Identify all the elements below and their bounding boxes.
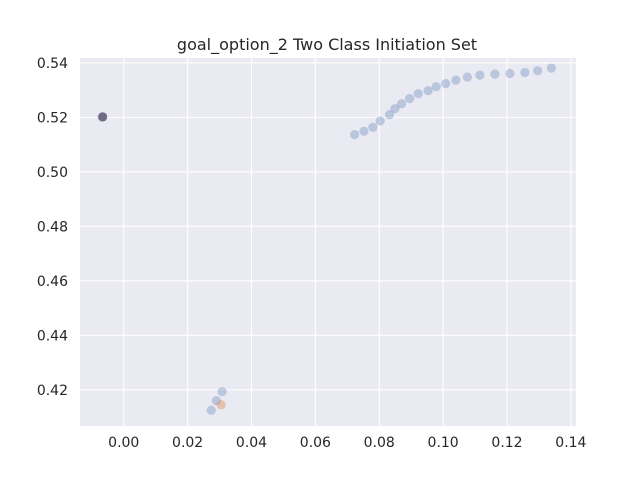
data-point: [397, 99, 407, 109]
data-point: [431, 82, 441, 92]
y-tick-label: 0.48: [37, 219, 68, 235]
data-point: [211, 396, 221, 406]
y-tick-label: 0.54: [37, 56, 68, 72]
data-point: [216, 400, 226, 410]
data-point: [490, 69, 500, 79]
y-tick-label: 0.46: [37, 274, 68, 290]
y-tick-label: 0.50: [37, 165, 68, 181]
data-point: [368, 122, 378, 132]
data-point: [505, 68, 515, 79]
data-point: [405, 93, 415, 104]
y-tick-label: 0.42: [37, 383, 68, 399]
x-tick-label: 0.10: [428, 435, 459, 451]
data-point: [217, 387, 227, 397]
x-tick-label: 0.06: [300, 435, 331, 451]
chart-title: goal_option_2 Two Class Initiation Set: [177, 35, 477, 55]
data-point: [98, 112, 108, 122]
x-tick-label: 0.08: [364, 435, 395, 451]
data-point: [413, 89, 423, 99]
data-point: [462, 72, 473, 82]
data-point: [384, 110, 395, 120]
plot-background: [80, 58, 576, 426]
data-point: [546, 63, 557, 73]
data-point: [475, 70, 485, 80]
y-tick-label: 0.44: [37, 328, 68, 344]
x-tick-label: 0.00: [108, 435, 139, 451]
data-point: [350, 129, 360, 140]
x-tick-label: 0.12: [491, 435, 522, 451]
data-point: [359, 126, 369, 136]
plot-area: 0.00 0.02 0.04 0.06 0.08 0.10 0.12 0.14 0.42 0.44…: [37, 56, 587, 451]
x-tick-label: 0.04: [236, 435, 267, 451]
data-point: [206, 405, 216, 415]
data-point: [533, 66, 543, 76]
x-tick-label: 0.14: [555, 435, 586, 451]
data-point: [451, 75, 461, 85]
data-point: [520, 67, 530, 78]
y-tick-label: 0.52: [37, 110, 68, 126]
data-point: [441, 79, 451, 89]
x-tick-label: 0.02: [172, 435, 203, 451]
data-point: [375, 116, 385, 126]
data-point: [390, 104, 400, 114]
data-point: [423, 86, 433, 96]
